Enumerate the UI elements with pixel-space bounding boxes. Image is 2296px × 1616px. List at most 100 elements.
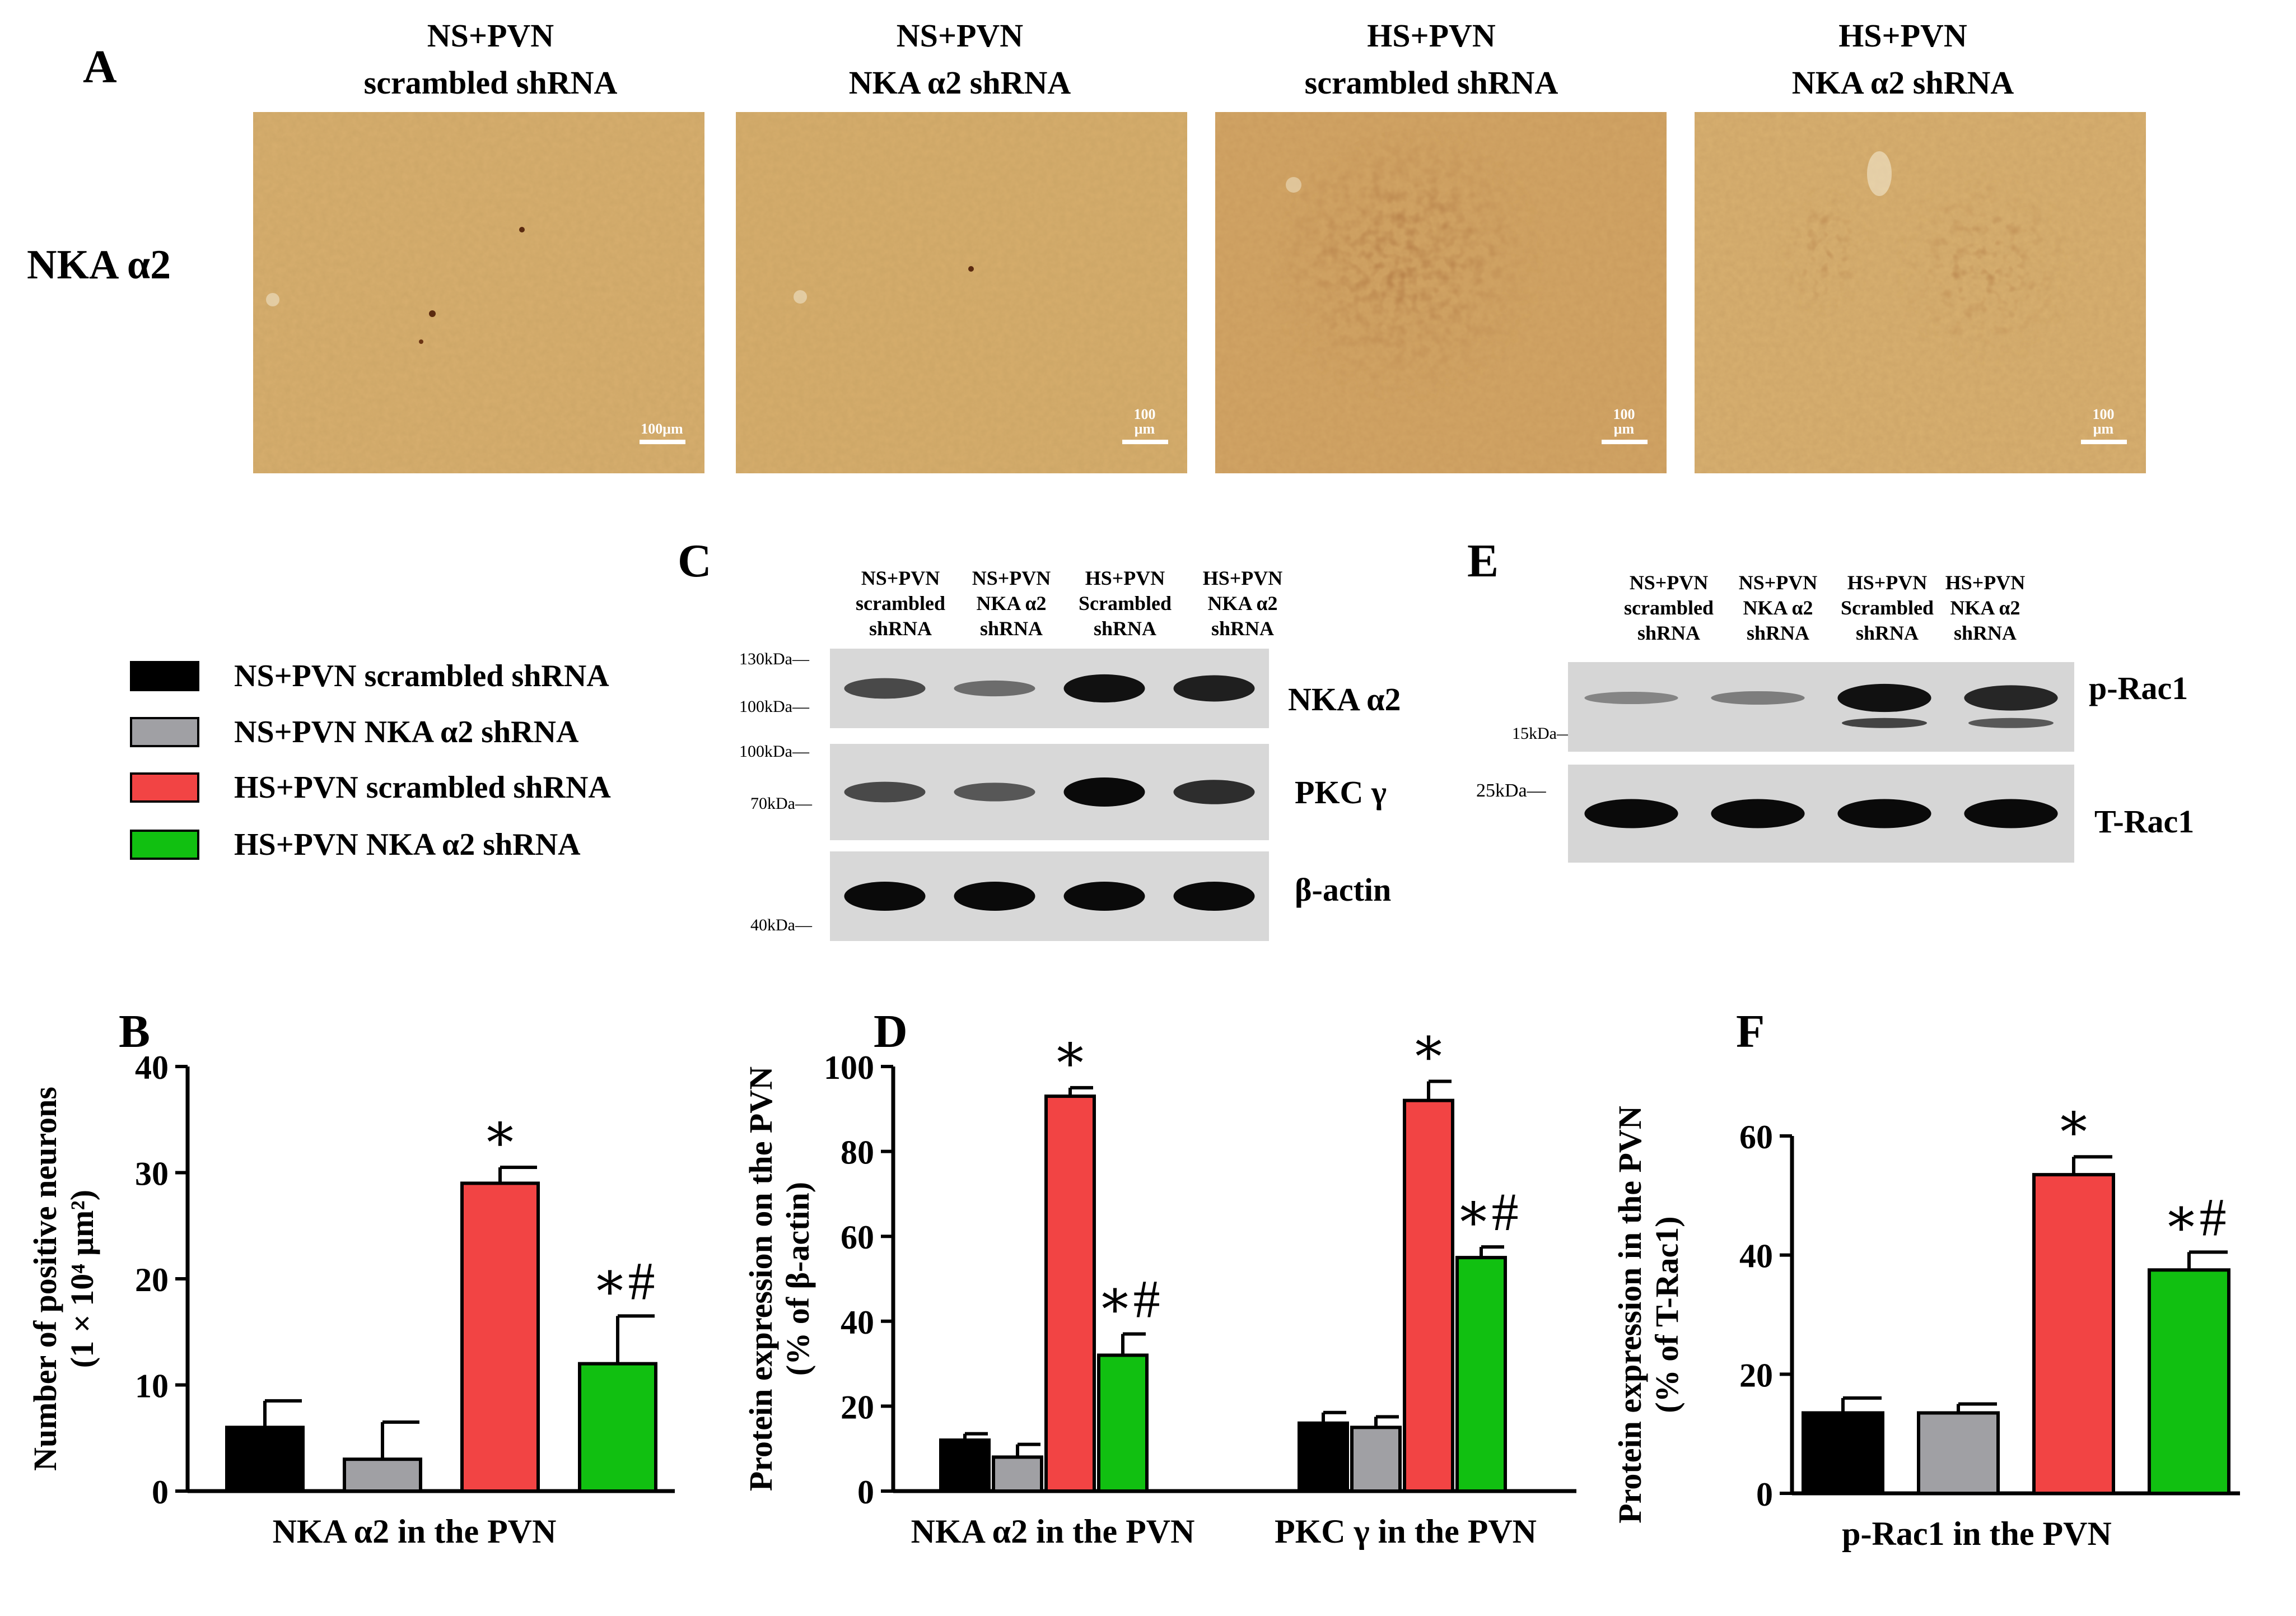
blot-c-lane-2: NS+PVN NKA α2 shRNA xyxy=(972,567,1051,640)
legend-label: NS+PVN scrambled shRNA xyxy=(234,659,609,693)
blot-c-lane-labels: NS+PVN scrambled shRNA NS+PVN NKA α2 shRNA H… xyxy=(844,566,1301,641)
bar xyxy=(992,1455,1043,1493)
y-tick-label: 40 xyxy=(841,1304,874,1341)
marker-100kda: 100kDa— xyxy=(739,742,809,761)
y-axis-label-units: (% of β-actin) xyxy=(780,1182,816,1376)
blot-e-p-rac1 xyxy=(1568,662,2074,752)
bar xyxy=(1298,1421,1349,1493)
blot-e-lane-4: HS+PVN NKA α2 shRNA xyxy=(1945,571,2026,644)
y-tick-label: 10 xyxy=(135,1368,169,1405)
marker-40kda: 40kDa— xyxy=(750,916,812,934)
micrograph-title-2: NS+PVN NKA α2 shRNA xyxy=(848,17,1071,101)
blot-e-lane-labels: NS+PVN scrambled shRNA NS+PVN NKA α2 shRNA H… xyxy=(1613,570,2027,646)
blot-band xyxy=(1964,799,2058,828)
legend-label: NS+PVN NKA α2 shRNA xyxy=(234,715,579,749)
micrograph-hs-scrambled: 100 μm xyxy=(1215,112,1667,473)
bar xyxy=(343,1457,422,1493)
blot-c-beta-actin xyxy=(830,851,1269,941)
panel-letter-f: F xyxy=(1736,1005,1765,1058)
legend-swatch-gray xyxy=(130,717,199,747)
x-category-label: p-Rac1 in the PVN xyxy=(1842,1515,2112,1552)
micrograph-ns-scrambled: 100μm xyxy=(253,112,704,473)
legend-item-hs-scrambled: HS+PVN scrambled shRNA xyxy=(130,770,611,805)
x-category-label: NKA α2 in the PVN xyxy=(911,1513,1195,1550)
blot-e-lane-2: NS+PVN NKA α2 shRNA xyxy=(1738,571,1818,644)
marker-25kda: 25kDa— xyxy=(1476,780,1546,801)
blot-band xyxy=(1173,675,1255,702)
blot-band xyxy=(954,882,1035,911)
marker-15kda: 15kDa— xyxy=(1512,724,1574,743)
y-tick-label: 0 xyxy=(152,1474,169,1511)
blot-band xyxy=(1173,780,1255,804)
blot-band xyxy=(1711,799,1805,828)
blot-band xyxy=(844,781,926,803)
blot-c-lane-4: HS+PVN NKA α2 shRNA xyxy=(1202,567,1283,640)
blot-e-label-p-rac1: p-Rac1 xyxy=(2089,670,2188,706)
y-axis-label-units: (% of T-Rac1) xyxy=(1649,1216,1685,1413)
scale-bar-2: 100 μm xyxy=(1122,407,1168,444)
blot-band xyxy=(844,882,926,911)
bar xyxy=(2148,1268,2230,1495)
y-axis-label: Number of positive neurons xyxy=(27,1087,63,1471)
blot-band-lower xyxy=(1968,718,2054,728)
micrograph-ns-knockdown: 100 μm xyxy=(736,112,1187,473)
y-tick-label: 40 xyxy=(1739,1238,1773,1275)
blot-c-lane-3: HS+PVN Scrambled shRNA xyxy=(1079,567,1172,640)
y-tick-label: 20 xyxy=(841,1389,874,1426)
legend-swatch-red xyxy=(130,772,199,803)
blot-band xyxy=(954,783,1035,802)
blot-band xyxy=(1964,685,2058,711)
panel-letter-e: E xyxy=(1467,535,1499,587)
marker-100kda: 100kDa— xyxy=(739,697,809,716)
significance-marker: ∗# xyxy=(2163,1187,2226,1247)
micrograph-title-3: HS+PVN scrambled shRNA xyxy=(1304,17,1558,101)
blot-c-pkc-gamma xyxy=(830,744,1269,840)
blot-band xyxy=(1063,777,1145,807)
significance-marker: ∗# xyxy=(1096,1269,1160,1329)
blot-e-lane-3: HS+PVN Scrambled shRNA xyxy=(1841,571,1934,644)
marker-130kda: 130kDa— xyxy=(739,650,809,668)
y-tick-label: 20 xyxy=(1739,1357,1773,1394)
bar xyxy=(1917,1411,2000,1496)
blot-band-lower xyxy=(1841,718,1928,728)
blot-c-label-actin: β-actin xyxy=(1295,872,1392,908)
micrograph-row-label: NKA α2 xyxy=(27,242,171,288)
y-tick-label: 100 xyxy=(824,1049,874,1086)
chart-d: 0 20 40 60 80 100 Protein expression on the PV… xyxy=(743,1017,1576,1550)
bar xyxy=(460,1181,540,1493)
scale-bar-4: 100 μm xyxy=(2081,407,2127,444)
micrograph-hs-knockdown: 100 μm xyxy=(1695,112,2146,473)
y-axis-label-units: (1 × 10⁴ μm²) xyxy=(64,1190,100,1368)
panel-letter-b: B xyxy=(119,1005,151,1058)
y-tick-label: 40 xyxy=(135,1049,169,1086)
legend-item-ns-knockdown: NS+PVN NKA α2 shRNA xyxy=(130,715,578,749)
bar xyxy=(1044,1095,1096,1493)
blot-e-t-rac1 xyxy=(1568,765,2074,863)
y-tick-label: 0 xyxy=(857,1474,874,1511)
scale-bar-3: 100 μm xyxy=(1602,407,1648,444)
blot-band xyxy=(1173,882,1255,911)
chart-f: 0 20 40 60 Protein expression in the PVN (% o… xyxy=(1612,1092,2240,1552)
chart-b: 0 10 20 30 40 Number of positive neurons (1 × … xyxy=(27,1049,675,1550)
bar xyxy=(2032,1173,2115,1496)
legend-label: HS+PVN scrambled shRNA xyxy=(234,770,611,805)
micrograph-title-1: NS+PVN scrambled shRNA xyxy=(363,17,618,101)
blot-c-label-nka: NKA α2 xyxy=(1288,681,1401,718)
x-category-label: PKC γ in the PVN xyxy=(1275,1513,1537,1550)
blot-band xyxy=(844,678,926,699)
significance-marker: ∗ xyxy=(482,1102,518,1162)
scale-bar-1: 100μm xyxy=(640,422,685,444)
y-axis-label: Protein expression in the PVN xyxy=(1612,1106,1648,1524)
blot-band xyxy=(1711,691,1805,705)
significance-marker: ∗ xyxy=(2055,1092,2092,1152)
bar xyxy=(939,1438,991,1493)
y-tick-label: 60 xyxy=(1739,1119,1773,1156)
legend-label: HS+PVN NKA α2 shRNA xyxy=(234,827,581,862)
significance-marker: ∗# xyxy=(1455,1182,1518,1242)
y-tick-label: 80 xyxy=(841,1134,874,1171)
blot-band xyxy=(1837,799,1931,828)
blot-c-nka-a2 xyxy=(830,649,1269,728)
legend-item-hs-knockdown: HS+PVN NKA α2 shRNA xyxy=(130,827,581,862)
bar xyxy=(1403,1098,1454,1493)
significance-marker: ∗ xyxy=(1410,1017,1446,1077)
